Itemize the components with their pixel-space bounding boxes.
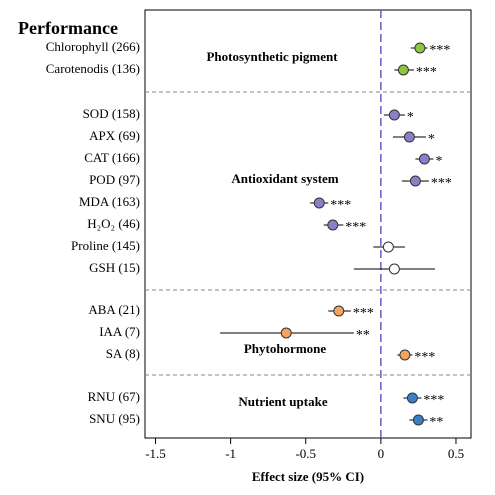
point xyxy=(397,64,409,76)
row-label: MDA (163) xyxy=(79,194,140,209)
point xyxy=(409,175,421,187)
point xyxy=(399,349,411,361)
row-label: Chlorophyll (266) xyxy=(46,39,140,54)
row-label: RNU (67) xyxy=(88,389,140,404)
x-tick-label: 0 xyxy=(378,446,385,461)
significance: *** xyxy=(429,43,450,58)
row-label: IAA (7) xyxy=(99,324,140,339)
point xyxy=(333,305,345,317)
significance: *** xyxy=(423,393,444,408)
x-axis-label: Effect size (95% CI) xyxy=(252,469,364,484)
point xyxy=(327,219,339,231)
row-label: GSH (15) xyxy=(89,260,140,275)
significance: *** xyxy=(416,65,437,80)
plot-frame xyxy=(144,9,472,439)
point xyxy=(406,392,418,404)
point xyxy=(382,241,394,253)
heading: Performance xyxy=(18,18,118,38)
row-label: H₂O₂ (46) xyxy=(87,216,140,231)
group-label: Antioxidant system xyxy=(231,171,338,186)
group-label: Photosynthetic pigment xyxy=(206,49,338,64)
point xyxy=(414,42,426,54)
row-label: Proline (145) xyxy=(71,238,140,253)
point xyxy=(388,109,400,121)
row-label: APX (69) xyxy=(89,128,140,143)
point xyxy=(280,327,292,339)
significance: *** xyxy=(345,220,366,235)
significance: *** xyxy=(330,198,351,213)
row-label: Carotenodis (136) xyxy=(46,61,140,76)
row-label: ABA (21) xyxy=(88,302,140,317)
row-label: SA (8) xyxy=(106,346,140,361)
x-tick-label: -0.5 xyxy=(295,446,316,461)
x-tick-label: -1.5 xyxy=(145,446,166,461)
point xyxy=(388,263,400,275)
x-tick-label: 0.5 xyxy=(448,446,464,461)
significance: * xyxy=(435,154,442,169)
significance: *** xyxy=(431,176,452,191)
significance: ** xyxy=(356,328,370,343)
significance: * xyxy=(407,110,414,125)
significance: *** xyxy=(353,306,374,321)
point xyxy=(418,153,430,165)
row-label: SNU (95) xyxy=(89,411,140,426)
point xyxy=(412,414,424,426)
row-label: SOD (158) xyxy=(83,106,140,121)
significance: ** xyxy=(429,415,443,430)
significance: * xyxy=(428,132,435,147)
row-label: CAT (166) xyxy=(84,150,140,165)
point xyxy=(403,131,415,143)
x-tick-label: -1 xyxy=(225,446,236,461)
group-label: Nutrient uptake xyxy=(238,394,327,409)
point xyxy=(313,197,325,209)
significance: *** xyxy=(414,350,435,365)
group-label: Phytohormone xyxy=(244,341,327,356)
row-label: POD (97) xyxy=(89,172,140,187)
